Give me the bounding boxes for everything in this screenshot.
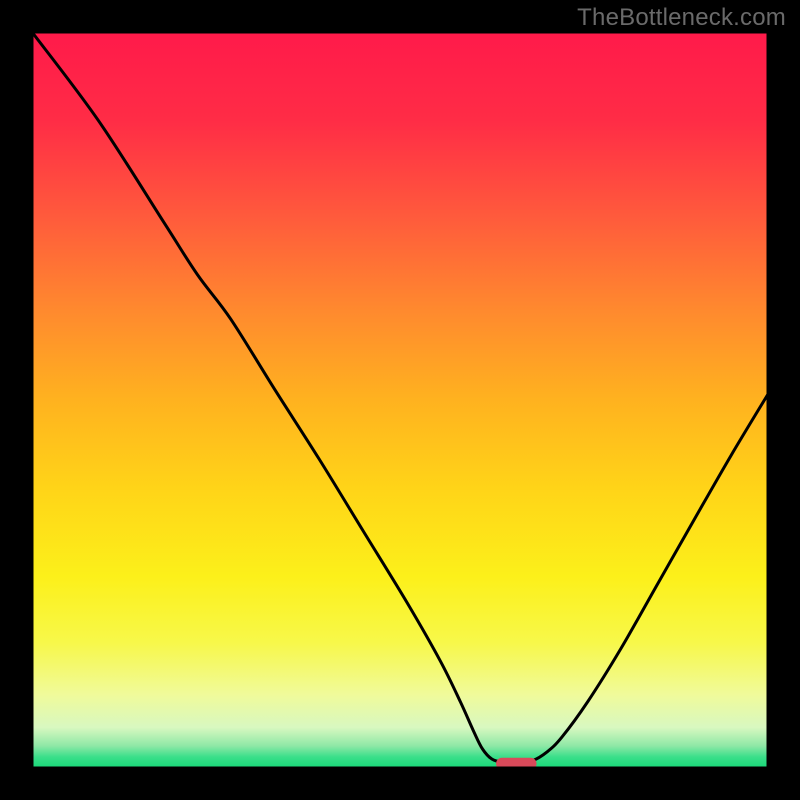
plot-background-gradient bbox=[32, 32, 768, 768]
watermark-text: TheBottleneck.com bbox=[577, 4, 786, 32]
bottleneck-chart bbox=[0, 0, 800, 800]
chart-container: TheBottleneck.com bbox=[0, 0, 800, 800]
